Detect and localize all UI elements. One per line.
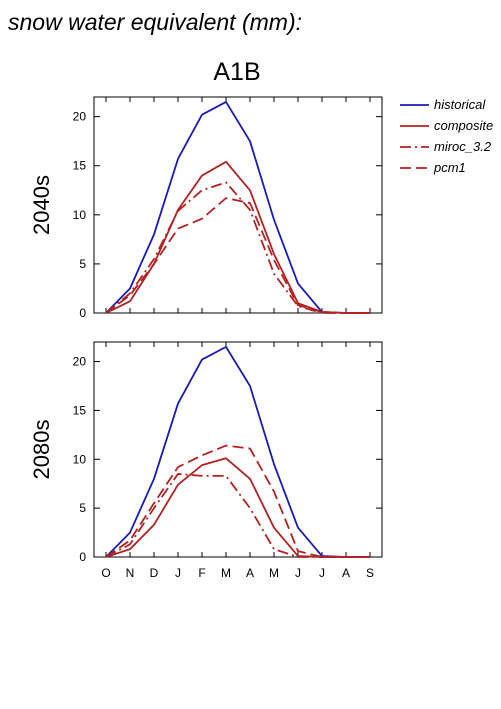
x-tick-label: J bbox=[295, 566, 301, 580]
panel-2080s: 0 5 10 15 20 O N D J F M A M J J A S 2080s bbox=[29, 341, 383, 580]
series-line-miroc_3.2 bbox=[105, 181, 370, 314]
x-tick-label: M bbox=[221, 566, 231, 580]
chart-panels: 0 5 10 15 20 2040s 0 5 10 15 20 O N D J F M A M J J A S 2080s bbox=[29, 96, 383, 580]
panel-label: 2080s bbox=[29, 420, 54, 480]
plot-frame bbox=[93, 341, 383, 558]
x-tick-label: F bbox=[198, 566, 205, 580]
x-tick-label: D bbox=[150, 566, 159, 580]
plot-frame bbox=[93, 96, 383, 314]
y-tick-label: 20 bbox=[73, 110, 87, 124]
x-tick-label: N bbox=[126, 566, 135, 580]
y-tick-label: 0 bbox=[79, 306, 86, 320]
y-tick-label: 5 bbox=[79, 501, 86, 515]
x-tick-label: S bbox=[366, 566, 374, 580]
x-tick-label: A bbox=[342, 566, 350, 580]
chart-legend: historical composite miroc_3.2 pcm1 bbox=[400, 97, 493, 175]
y-tick-label: 10 bbox=[73, 208, 87, 222]
series-line-historical bbox=[105, 101, 370, 314]
series-line-pcm1 bbox=[105, 197, 370, 314]
panel-label: 2040s bbox=[29, 175, 54, 235]
legend-label-historical: historical bbox=[434, 97, 486, 112]
series-line-miroc_3.2 bbox=[105, 473, 370, 558]
x-tick-label: M bbox=[269, 566, 279, 580]
x-tick-label: J bbox=[319, 566, 325, 580]
panel-2040s: 0 5 10 15 20 2040s bbox=[29, 96, 383, 320]
x-tick-label: A bbox=[246, 566, 254, 580]
y-tick-label: 15 bbox=[73, 403, 87, 417]
legend-label-pcm1: pcm1 bbox=[433, 160, 466, 175]
figure-title: snow water equivalent (mm): bbox=[8, 9, 302, 35]
y-tick-label: 0 bbox=[79, 550, 86, 564]
y-tick-label: 10 bbox=[73, 452, 87, 466]
legend-label-composite: composite bbox=[434, 118, 493, 133]
scenario-title: A1B bbox=[213, 58, 260, 86]
y-tick-label: 20 bbox=[73, 355, 87, 369]
y-tick-label: 5 bbox=[79, 257, 86, 271]
x-tick-label: J bbox=[175, 566, 181, 580]
series-line-composite bbox=[105, 160, 370, 314]
series-line-historical bbox=[105, 345, 370, 558]
y-tick-label: 15 bbox=[73, 159, 87, 173]
x-tick-label: O bbox=[101, 566, 110, 580]
legend-label-miroc_3.2: miroc_3.2 bbox=[434, 139, 492, 154]
series-line-pcm1 bbox=[105, 444, 370, 558]
series-line-composite bbox=[105, 457, 370, 558]
